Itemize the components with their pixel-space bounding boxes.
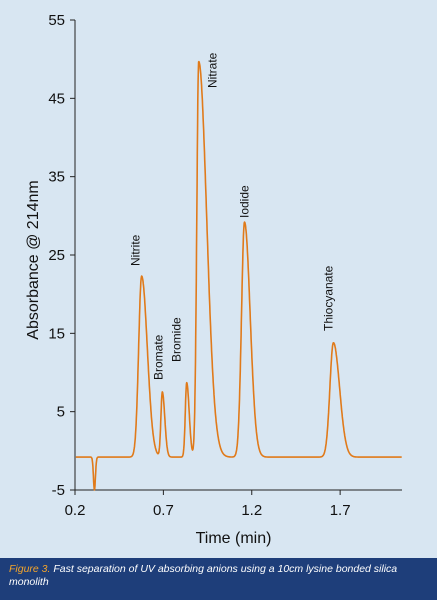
axis-ticks: -5 5 15 25 35 45 55 0.2 0.7 1.2 1.7 [48, 12, 350, 519]
x-tick-label: 0.2 [65, 502, 86, 519]
y-tick-label: 5 [57, 404, 65, 421]
x-axis-title: Time (min) [196, 530, 272, 547]
absorbance-trace [75, 60, 403, 491]
x-tick-label: 1.2 [241, 502, 262, 519]
peak-label-nitrate: Nitrate [206, 52, 220, 88]
y-tick-label: 55 [48, 12, 65, 29]
y-tick-label: 15 [48, 325, 65, 342]
y-tick-label: 45 [48, 90, 65, 107]
peak-label-nitrite: Nitrite [129, 234, 143, 266]
caption-text: Fast separation of UV absorbing anions u… [9, 563, 398, 588]
chromatogram-chart: -5 5 15 25 35 45 55 0.2 0.7 1.2 1.7 Nitrite Bromate… [25, 12, 403, 547]
x-tick-label: 1.7 [330, 502, 351, 519]
peak-label-bromate: Bromate [151, 334, 165, 380]
peak-labels: Nitrite Bromate Bromide Nitrate Iodide Thiocy… [129, 52, 336, 380]
peak-label-bromide: Bromide [170, 317, 184, 362]
figure-number: Figure 3. [9, 563, 51, 575]
y-tick-label: 35 [48, 169, 65, 186]
peak-label-thiocyanate: Thiocyanate [321, 265, 335, 331]
y-axis-title: Absorbance @ 214nm [25, 180, 42, 339]
x-tick-label: 0.7 [153, 502, 174, 519]
peak-label-iodide: Iodide [238, 185, 252, 218]
y-tick-label: 25 [48, 247, 65, 264]
y-tick-label: -5 [52, 482, 65, 499]
figure-caption: Figure 3. Fast separation of UV absorbin… [0, 558, 437, 600]
